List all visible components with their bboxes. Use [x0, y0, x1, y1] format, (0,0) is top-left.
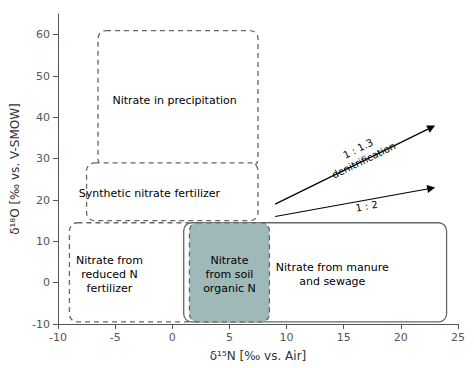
svg-text:and sewage: and sewage [299, 275, 365, 288]
svg-text:Nitrate from: Nitrate from [76, 254, 143, 267]
svg-text:1 : 1.3: 1 : 1.3 [341, 136, 375, 161]
svg-text:reduced N: reduced N [81, 268, 138, 281]
svg-text:60: 60 [36, 28, 50, 41]
svg-text:denitrification: denitrification [330, 140, 397, 181]
svg-text:30: 30 [36, 152, 50, 165]
svg-text:-10: -10 [32, 318, 50, 331]
svg-text:0: 0 [169, 331, 176, 344]
svg-text:5: 5 [226, 331, 233, 344]
svg-text:δ¹⁸O [‰ vs. V-SMOW]: δ¹⁸O [‰ vs. V-SMOW] [8, 103, 22, 235]
svg-text:10: 10 [36, 235, 50, 248]
svg-text:Nitrate in precipitation: Nitrate in precipitation [112, 94, 236, 107]
svg-text:10: 10 [280, 331, 294, 344]
svg-text:Synthetic nitrate fertilizer: Synthetic nitrate fertilizer [79, 187, 221, 200]
svg-text:15: 15 [337, 331, 351, 344]
svg-text:organic N: organic N [203, 282, 256, 295]
svg-text:20: 20 [394, 331, 408, 344]
svg-text:40: 40 [36, 111, 50, 124]
svg-text:-10: -10 [49, 331, 67, 344]
svg-text:-5: -5 [110, 331, 121, 344]
svg-text:Nitrate: Nitrate [210, 254, 248, 267]
svg-text:0: 0 [43, 276, 50, 289]
svg-text:20: 20 [36, 194, 50, 207]
svg-text:1 : 2: 1 : 2 [355, 199, 379, 214]
svg-text:Nitrate from manure: Nitrate from manure [276, 261, 389, 274]
svg-text:δ¹⁵N [‰ vs. Air]: δ¹⁵N [‰ vs. Air] [210, 349, 307, 363]
svg-text:from soil: from soil [206, 268, 254, 281]
svg-text:25: 25 [451, 331, 465, 344]
svg-text:fertilizer: fertilizer [87, 282, 133, 295]
svg-text:50: 50 [36, 70, 50, 83]
